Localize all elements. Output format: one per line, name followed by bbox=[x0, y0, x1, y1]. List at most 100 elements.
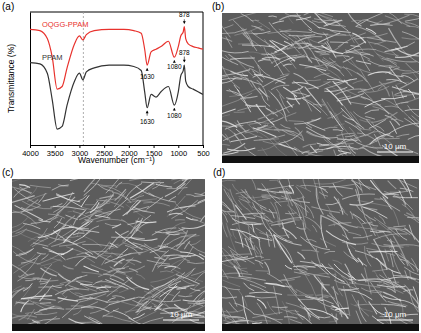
sem-fiber bbox=[294, 73, 309, 83]
sem-fiber bbox=[300, 261, 324, 266]
sem-fiber bbox=[362, 222, 373, 224]
sem-fiber bbox=[116, 266, 145, 272]
sem-fiber bbox=[223, 25, 233, 29]
sem-fiber bbox=[393, 197, 418, 198]
sem-fiber bbox=[269, 45, 279, 51]
sem-fiber bbox=[302, 179, 306, 189]
sem-background bbox=[222, 179, 419, 331]
sem-fiber bbox=[48, 229, 73, 245]
sem-fiber bbox=[222, 67, 242, 76]
sem-fiber bbox=[335, 89, 366, 95]
sem-fiber bbox=[83, 226, 99, 238]
sem-fiber bbox=[267, 301, 277, 314]
sem-fiber bbox=[223, 143, 245, 153]
sem-fiber bbox=[96, 219, 125, 221]
sem-fiber bbox=[53, 206, 85, 209]
annotation-arrow bbox=[184, 19, 185, 23]
sem-fiber bbox=[307, 43, 337, 53]
sem-fiber bbox=[380, 293, 386, 301]
sem-fiber bbox=[130, 224, 139, 234]
sem-fiber bbox=[21, 207, 33, 210]
sem-fiber bbox=[68, 209, 76, 212]
sem-fiber bbox=[50, 258, 62, 261]
sem-fiber bbox=[242, 28, 253, 47]
sem-fiber bbox=[342, 42, 366, 54]
sem-fiber bbox=[291, 86, 303, 91]
sem-fiber bbox=[402, 204, 416, 220]
sem-fiber bbox=[228, 212, 238, 224]
sem-fiber bbox=[337, 139, 358, 141]
sem-fiber bbox=[354, 135, 362, 142]
sem-fiber bbox=[99, 289, 109, 291]
x-tick-label: 500 bbox=[197, 149, 210, 158]
sem-fiber bbox=[27, 193, 47, 201]
sem-fiber bbox=[112, 224, 121, 228]
sem-fiber bbox=[230, 136, 257, 141]
sem-fiber bbox=[271, 93, 286, 121]
sem-fiber bbox=[83, 236, 102, 247]
sem-fiber bbox=[15, 302, 26, 303]
sem-fiber bbox=[110, 267, 126, 274]
sem-fiber bbox=[329, 213, 348, 240]
sem-fiber bbox=[255, 320, 271, 321]
sem-fiber bbox=[181, 235, 200, 236]
sem-fiber bbox=[271, 221, 294, 225]
sem-fiber bbox=[239, 195, 267, 198]
sem-fiber bbox=[274, 129, 301, 135]
x-tick-label: 4000 bbox=[22, 149, 39, 158]
sem-fiber bbox=[12, 196, 35, 205]
sem-fiber bbox=[255, 260, 263, 264]
sem-fiber bbox=[348, 13, 362, 26]
sem-fiber bbox=[190, 240, 200, 245]
sem-fiber bbox=[129, 179, 149, 180]
sem-fiber bbox=[388, 304, 408, 306]
sem-fiber bbox=[404, 314, 418, 315]
sem-fiber bbox=[296, 186, 304, 197]
sem-fiber bbox=[12, 316, 37, 321]
sem-fiber bbox=[243, 213, 265, 214]
sem-fiber bbox=[369, 119, 386, 128]
sem-fiber bbox=[272, 21, 283, 24]
sem-fiber bbox=[251, 26, 264, 31]
sem-fiber bbox=[274, 235, 292, 263]
sem-fiber bbox=[274, 286, 280, 314]
sem-fiber bbox=[229, 302, 238, 312]
sem-fiber bbox=[390, 190, 411, 192]
sem-fiber bbox=[257, 80, 268, 100]
sem-fiber bbox=[397, 82, 410, 84]
sem-fiber bbox=[105, 194, 111, 202]
sem-fiber bbox=[399, 179, 408, 192]
sem-fiber bbox=[233, 20, 252, 45]
sem-fiber bbox=[317, 179, 326, 199]
sem-fiber bbox=[270, 40, 295, 61]
sem-fiber bbox=[307, 79, 321, 81]
sem-fiber bbox=[315, 265, 334, 269]
sem-fiber bbox=[182, 257, 190, 261]
sem-fiber bbox=[350, 201, 374, 205]
sem-fiber bbox=[255, 20, 270, 30]
sem-fiber bbox=[159, 246, 168, 248]
sem-fiber bbox=[50, 217, 59, 220]
sem-fiber bbox=[178, 296, 192, 297]
sem-fiber bbox=[175, 219, 185, 221]
sem-fiber bbox=[401, 253, 414, 271]
sem-fiber bbox=[100, 198, 120, 201]
sem-fiber bbox=[58, 298, 78, 302]
sem-fiber bbox=[305, 216, 322, 230]
series-label: OQGG-PPAM bbox=[42, 20, 89, 29]
sem-fiber bbox=[234, 303, 254, 314]
sem-fiber bbox=[290, 55, 305, 61]
x-tick: 3500 bbox=[47, 145, 64, 158]
sem-fiber bbox=[114, 192, 126, 207]
sem-fiber bbox=[222, 194, 235, 213]
annotation-arrowhead bbox=[173, 108, 176, 111]
sem-fiber bbox=[320, 239, 336, 247]
sem-fiber bbox=[376, 50, 398, 55]
sem-fiber bbox=[404, 214, 419, 226]
annotation: 878 bbox=[179, 49, 190, 56]
sem-fiber bbox=[336, 25, 346, 27]
sem-fiber bbox=[91, 280, 102, 285]
sem-fiber bbox=[256, 125, 268, 129]
sem-fiber bbox=[85, 199, 106, 214]
panel-label: (d) bbox=[213, 167, 225, 178]
